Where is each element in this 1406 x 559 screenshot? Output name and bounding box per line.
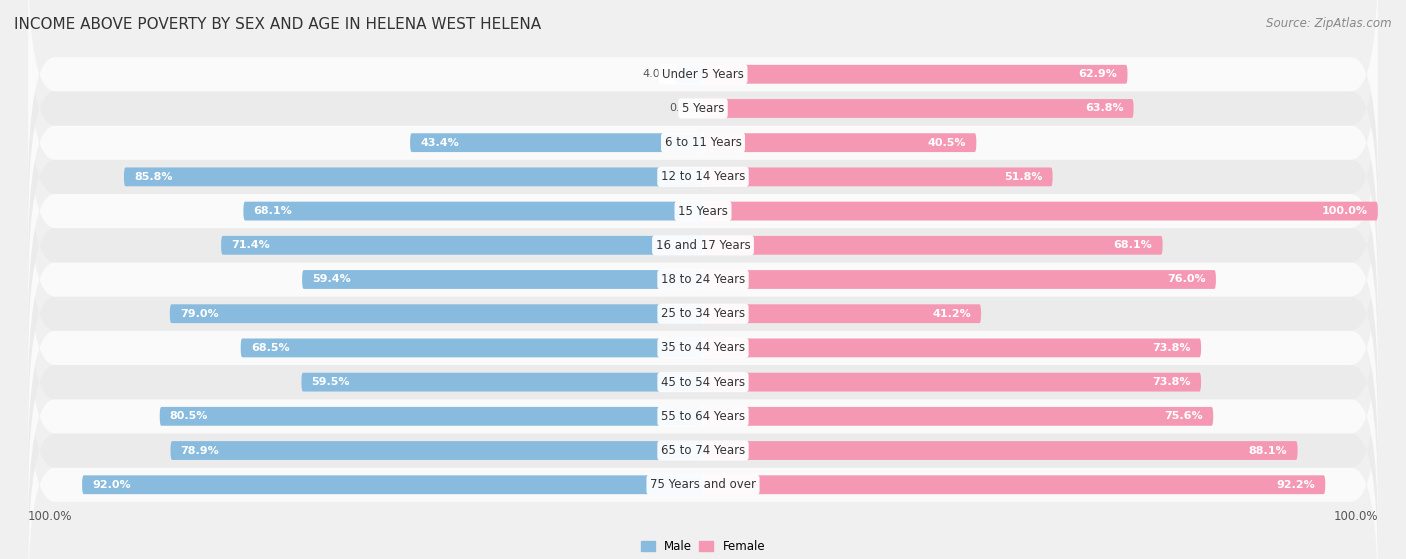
FancyBboxPatch shape — [703, 304, 981, 323]
Text: 18 to 24 Years: 18 to 24 Years — [661, 273, 745, 286]
FancyBboxPatch shape — [28, 57, 1378, 297]
FancyBboxPatch shape — [28, 228, 1378, 468]
Text: 35 to 44 Years: 35 to 44 Years — [661, 342, 745, 354]
Text: 16 and 17 Years: 16 and 17 Years — [655, 239, 751, 252]
FancyBboxPatch shape — [28, 331, 1378, 559]
FancyBboxPatch shape — [170, 304, 703, 323]
Text: 100.0%: 100.0% — [1333, 510, 1378, 523]
FancyBboxPatch shape — [28, 365, 1378, 559]
FancyBboxPatch shape — [124, 168, 703, 186]
FancyBboxPatch shape — [28, 126, 1378, 365]
FancyBboxPatch shape — [28, 194, 1378, 433]
FancyBboxPatch shape — [28, 23, 1378, 262]
FancyBboxPatch shape — [703, 99, 1133, 118]
FancyBboxPatch shape — [28, 0, 1378, 228]
Text: 55 to 64 Years: 55 to 64 Years — [661, 410, 745, 423]
Text: 68.1%: 68.1% — [1114, 240, 1153, 250]
Text: 12 to 14 Years: 12 to 14 Years — [661, 170, 745, 183]
FancyBboxPatch shape — [301, 373, 703, 391]
FancyBboxPatch shape — [703, 168, 1053, 186]
Text: 88.1%: 88.1% — [1249, 446, 1288, 456]
FancyBboxPatch shape — [703, 65, 1128, 84]
Text: 59.5%: 59.5% — [312, 377, 350, 387]
FancyBboxPatch shape — [703, 475, 1326, 494]
Text: 65 to 74 Years: 65 to 74 Years — [661, 444, 745, 457]
Text: 78.9%: 78.9% — [180, 446, 219, 456]
Text: 63.8%: 63.8% — [1085, 103, 1123, 113]
FancyBboxPatch shape — [703, 373, 1201, 391]
Text: 80.5%: 80.5% — [170, 411, 208, 421]
FancyBboxPatch shape — [703, 407, 1213, 426]
FancyBboxPatch shape — [703, 339, 1201, 357]
Text: 4.0%: 4.0% — [643, 69, 671, 79]
FancyBboxPatch shape — [82, 475, 703, 494]
Text: 75.6%: 75.6% — [1164, 411, 1204, 421]
Text: 45 to 54 Years: 45 to 54 Years — [661, 376, 745, 389]
Text: 6 to 11 Years: 6 to 11 Years — [665, 136, 741, 149]
FancyBboxPatch shape — [302, 270, 703, 289]
Text: 25 to 34 Years: 25 to 34 Years — [661, 307, 745, 320]
Text: 100.0%: 100.0% — [28, 510, 73, 523]
Text: 75 Years and over: 75 Years and over — [650, 479, 756, 491]
FancyBboxPatch shape — [170, 441, 703, 460]
Text: Under 5 Years: Under 5 Years — [662, 68, 744, 80]
Legend: Male, Female: Male, Female — [636, 536, 770, 558]
Text: 5 Years: 5 Years — [682, 102, 724, 115]
Text: 73.8%: 73.8% — [1153, 377, 1191, 387]
Text: 92.0%: 92.0% — [93, 480, 131, 490]
Text: 62.9%: 62.9% — [1078, 69, 1118, 79]
FancyBboxPatch shape — [28, 91, 1378, 331]
Text: 41.2%: 41.2% — [932, 309, 972, 319]
FancyBboxPatch shape — [28, 160, 1378, 399]
FancyBboxPatch shape — [703, 202, 1378, 220]
Text: 92.2%: 92.2% — [1277, 480, 1315, 490]
Text: 68.1%: 68.1% — [253, 206, 292, 216]
FancyBboxPatch shape — [28, 297, 1378, 536]
FancyBboxPatch shape — [240, 339, 703, 357]
Text: 68.5%: 68.5% — [250, 343, 290, 353]
FancyBboxPatch shape — [28, 262, 1378, 502]
Text: 40.5%: 40.5% — [928, 138, 966, 148]
Text: 76.0%: 76.0% — [1167, 274, 1206, 285]
Text: 59.4%: 59.4% — [312, 274, 352, 285]
Text: 43.4%: 43.4% — [420, 138, 458, 148]
Text: 15 Years: 15 Years — [678, 205, 728, 217]
FancyBboxPatch shape — [221, 236, 703, 255]
Text: 71.4%: 71.4% — [231, 240, 270, 250]
FancyBboxPatch shape — [703, 133, 976, 152]
FancyBboxPatch shape — [703, 270, 1216, 289]
FancyBboxPatch shape — [243, 202, 703, 220]
Text: INCOME ABOVE POVERTY BY SEX AND AGE IN HELENA WEST HELENA: INCOME ABOVE POVERTY BY SEX AND AGE IN H… — [14, 17, 541, 32]
FancyBboxPatch shape — [160, 407, 703, 426]
Text: 0.0%: 0.0% — [669, 103, 697, 113]
Text: 85.8%: 85.8% — [134, 172, 173, 182]
FancyBboxPatch shape — [28, 0, 1378, 194]
Text: 79.0%: 79.0% — [180, 309, 218, 319]
Text: 100.0%: 100.0% — [1322, 206, 1368, 216]
FancyBboxPatch shape — [411, 133, 703, 152]
FancyBboxPatch shape — [703, 441, 1298, 460]
Text: 73.8%: 73.8% — [1153, 343, 1191, 353]
Text: 51.8%: 51.8% — [1004, 172, 1042, 182]
FancyBboxPatch shape — [676, 65, 703, 84]
FancyBboxPatch shape — [703, 236, 1163, 255]
Text: Source: ZipAtlas.com: Source: ZipAtlas.com — [1267, 17, 1392, 30]
